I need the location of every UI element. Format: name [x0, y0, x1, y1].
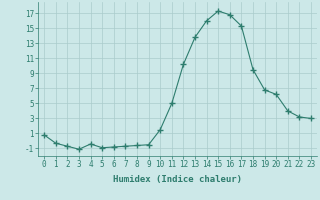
X-axis label: Humidex (Indice chaleur): Humidex (Indice chaleur): [113, 175, 242, 184]
